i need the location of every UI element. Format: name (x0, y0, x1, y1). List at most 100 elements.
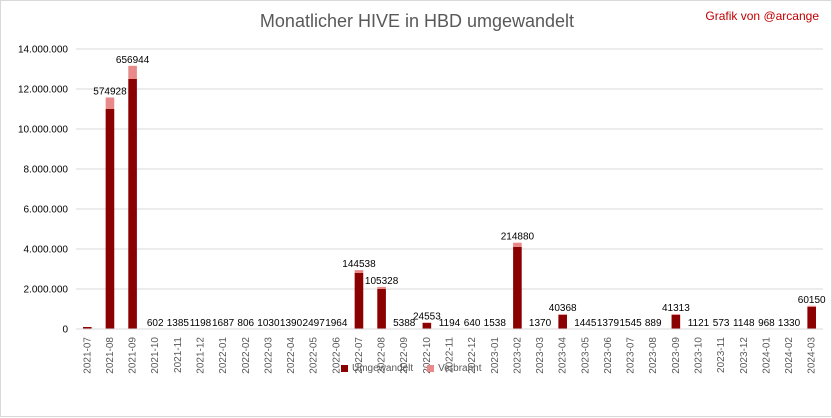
y-tick-label: 10.000.000 (18, 125, 68, 136)
x-tick-label: 2022-09 (399, 337, 410, 374)
x-tick-label: 2022-03 (263, 337, 274, 374)
x-tick-label: 2021-12 (196, 337, 207, 374)
x-tick-label: 2023-09 (671, 337, 682, 374)
x-tick-label: 2021-10 (150, 337, 161, 374)
bar-verbrannt (354, 270, 364, 273)
bar-verbrannt (671, 314, 681, 315)
data-label: 1390 (280, 318, 303, 329)
x-tick-label: 2023-08 (648, 337, 659, 374)
bar-umgewandelt (513, 247, 522, 329)
x-tick-label: 2021-07 (82, 337, 93, 374)
y-tick-label: 4.000.000 (24, 245, 69, 256)
data-label: 144538 (342, 259, 376, 270)
x-tick-label: 2023-10 (694, 337, 705, 374)
x-tick-label: 2024-01 (761, 337, 772, 374)
data-label: 1379 (597, 318, 620, 329)
y-tick-label: 6.000.000 (24, 205, 69, 216)
bar-umgewandelt (671, 315, 681, 329)
x-tick-label: 2022-02 (241, 337, 252, 374)
chart-legend: Umgewandelt Verbrannt (341, 363, 482, 374)
x-tick-label: 2021-09 (128, 337, 139, 374)
bar-verbrannt (513, 242, 522, 247)
data-label: 5388 (393, 318, 416, 329)
x-tick-label: 2023-01 (490, 337, 501, 374)
data-label: 574928 (93, 87, 127, 98)
legend-swatch-verbrannt (427, 365, 435, 372)
data-label: 1030 (257, 318, 280, 329)
data-label: 1545 (619, 318, 642, 329)
data-label: 1148 (733, 318, 755, 329)
bar-verbrannt (558, 314, 567, 315)
data-label: 573 (713, 318, 730, 329)
bar-verbrannt (128, 65, 137, 79)
data-label: 1121 (688, 318, 710, 329)
bar-umgewandelt (354, 273, 364, 329)
legend-label-umgewandelt: Umgewandelt (352, 363, 414, 374)
bar-umgewandelt (105, 109, 115, 329)
data-label: 214880 (501, 232, 535, 243)
data-label: 41313 (662, 303, 690, 314)
x-tick-label: 2023-02 (512, 337, 523, 374)
data-label: 602 (147, 318, 164, 329)
bar-umgewandelt (807, 307, 816, 329)
x-tick-label: 2024-03 (807, 337, 818, 374)
x-tick-label: 2024-02 (784, 337, 795, 374)
data-label: 40368 (549, 303, 577, 314)
legend-item-umgewandelt: Umgewandelt (341, 363, 413, 374)
x-tick-label: 2022-12 (467, 337, 478, 374)
x-tick-label: 2022-07 (354, 337, 365, 374)
legend-item-verbrannt: Verbrannt (427, 363, 482, 374)
data-label: 889 (645, 318, 662, 329)
bar-verbrannt (377, 286, 386, 289)
data-label: 2497 (303, 318, 326, 329)
x-tick-label: 2023-05 (580, 337, 591, 374)
bar-umgewandelt (83, 327, 92, 329)
data-label: 968 (758, 318, 775, 329)
data-label: 1385 (167, 318, 190, 329)
chart-credit: Grafik von @arcange (705, 9, 819, 23)
data-label: 105328 (365, 276, 399, 287)
data-label: 806 (237, 318, 254, 329)
data-label: 1198 (190, 318, 212, 329)
data-label: 1687 (212, 318, 235, 329)
x-tick-label: 2022-01 (218, 337, 229, 374)
x-tick-label: 2021-11 (173, 337, 184, 373)
x-tick-label: 2022-06 (331, 337, 342, 374)
data-label: 656944 (116, 55, 150, 66)
data-label: 1330 (778, 318, 801, 329)
data-label: 60150 (798, 295, 826, 306)
y-tick-label: 14.000.000 (18, 45, 68, 56)
chart-title: Monatlicher HIVE in HBD umgewandelt (259, 11, 575, 31)
y-tick-label: 0 (62, 325, 68, 336)
x-tick-label: 2022-08 (377, 337, 388, 374)
x-tick-label: 2021-08 (105, 337, 116, 374)
bar-verbrannt (105, 97, 115, 109)
x-tick-label: 2023-11 (716, 337, 727, 373)
x-tick-label: 2022-04 (286, 337, 297, 374)
x-tick-label: 2023-04 (558, 337, 569, 374)
bar-umgewandelt (128, 79, 137, 329)
legend-swatch-umgewandelt (341, 365, 348, 372)
x-tick-label: 2022-05 (309, 337, 320, 374)
x-tick-label: 2022-11 (445, 337, 456, 373)
data-label: 24553 (413, 312, 441, 323)
bar-verbrannt (422, 322, 432, 324)
y-tick-label: 8.000.000 (24, 165, 69, 176)
bar-umgewandelt (422, 323, 432, 329)
y-tick-label: 2.000.000 (24, 285, 69, 296)
bar-verbrannt (807, 305, 816, 307)
y-tick-label: 12.000.000 (18, 85, 68, 96)
x-tick-label: 2023-03 (535, 337, 546, 374)
data-label: 1194 (439, 318, 461, 329)
data-label: 640 (464, 318, 481, 329)
x-tick-label: 2023-07 (626, 337, 637, 374)
bar-umgewandelt (377, 289, 386, 329)
x-tick-label: 2023-12 (739, 337, 750, 374)
bar-umgewandelt (558, 315, 567, 329)
x-tick-label: 2022-10 (422, 337, 433, 374)
data-label: 1370 (529, 318, 552, 329)
data-label: 1964 (325, 318, 348, 329)
data-label: 1538 (484, 318, 507, 329)
